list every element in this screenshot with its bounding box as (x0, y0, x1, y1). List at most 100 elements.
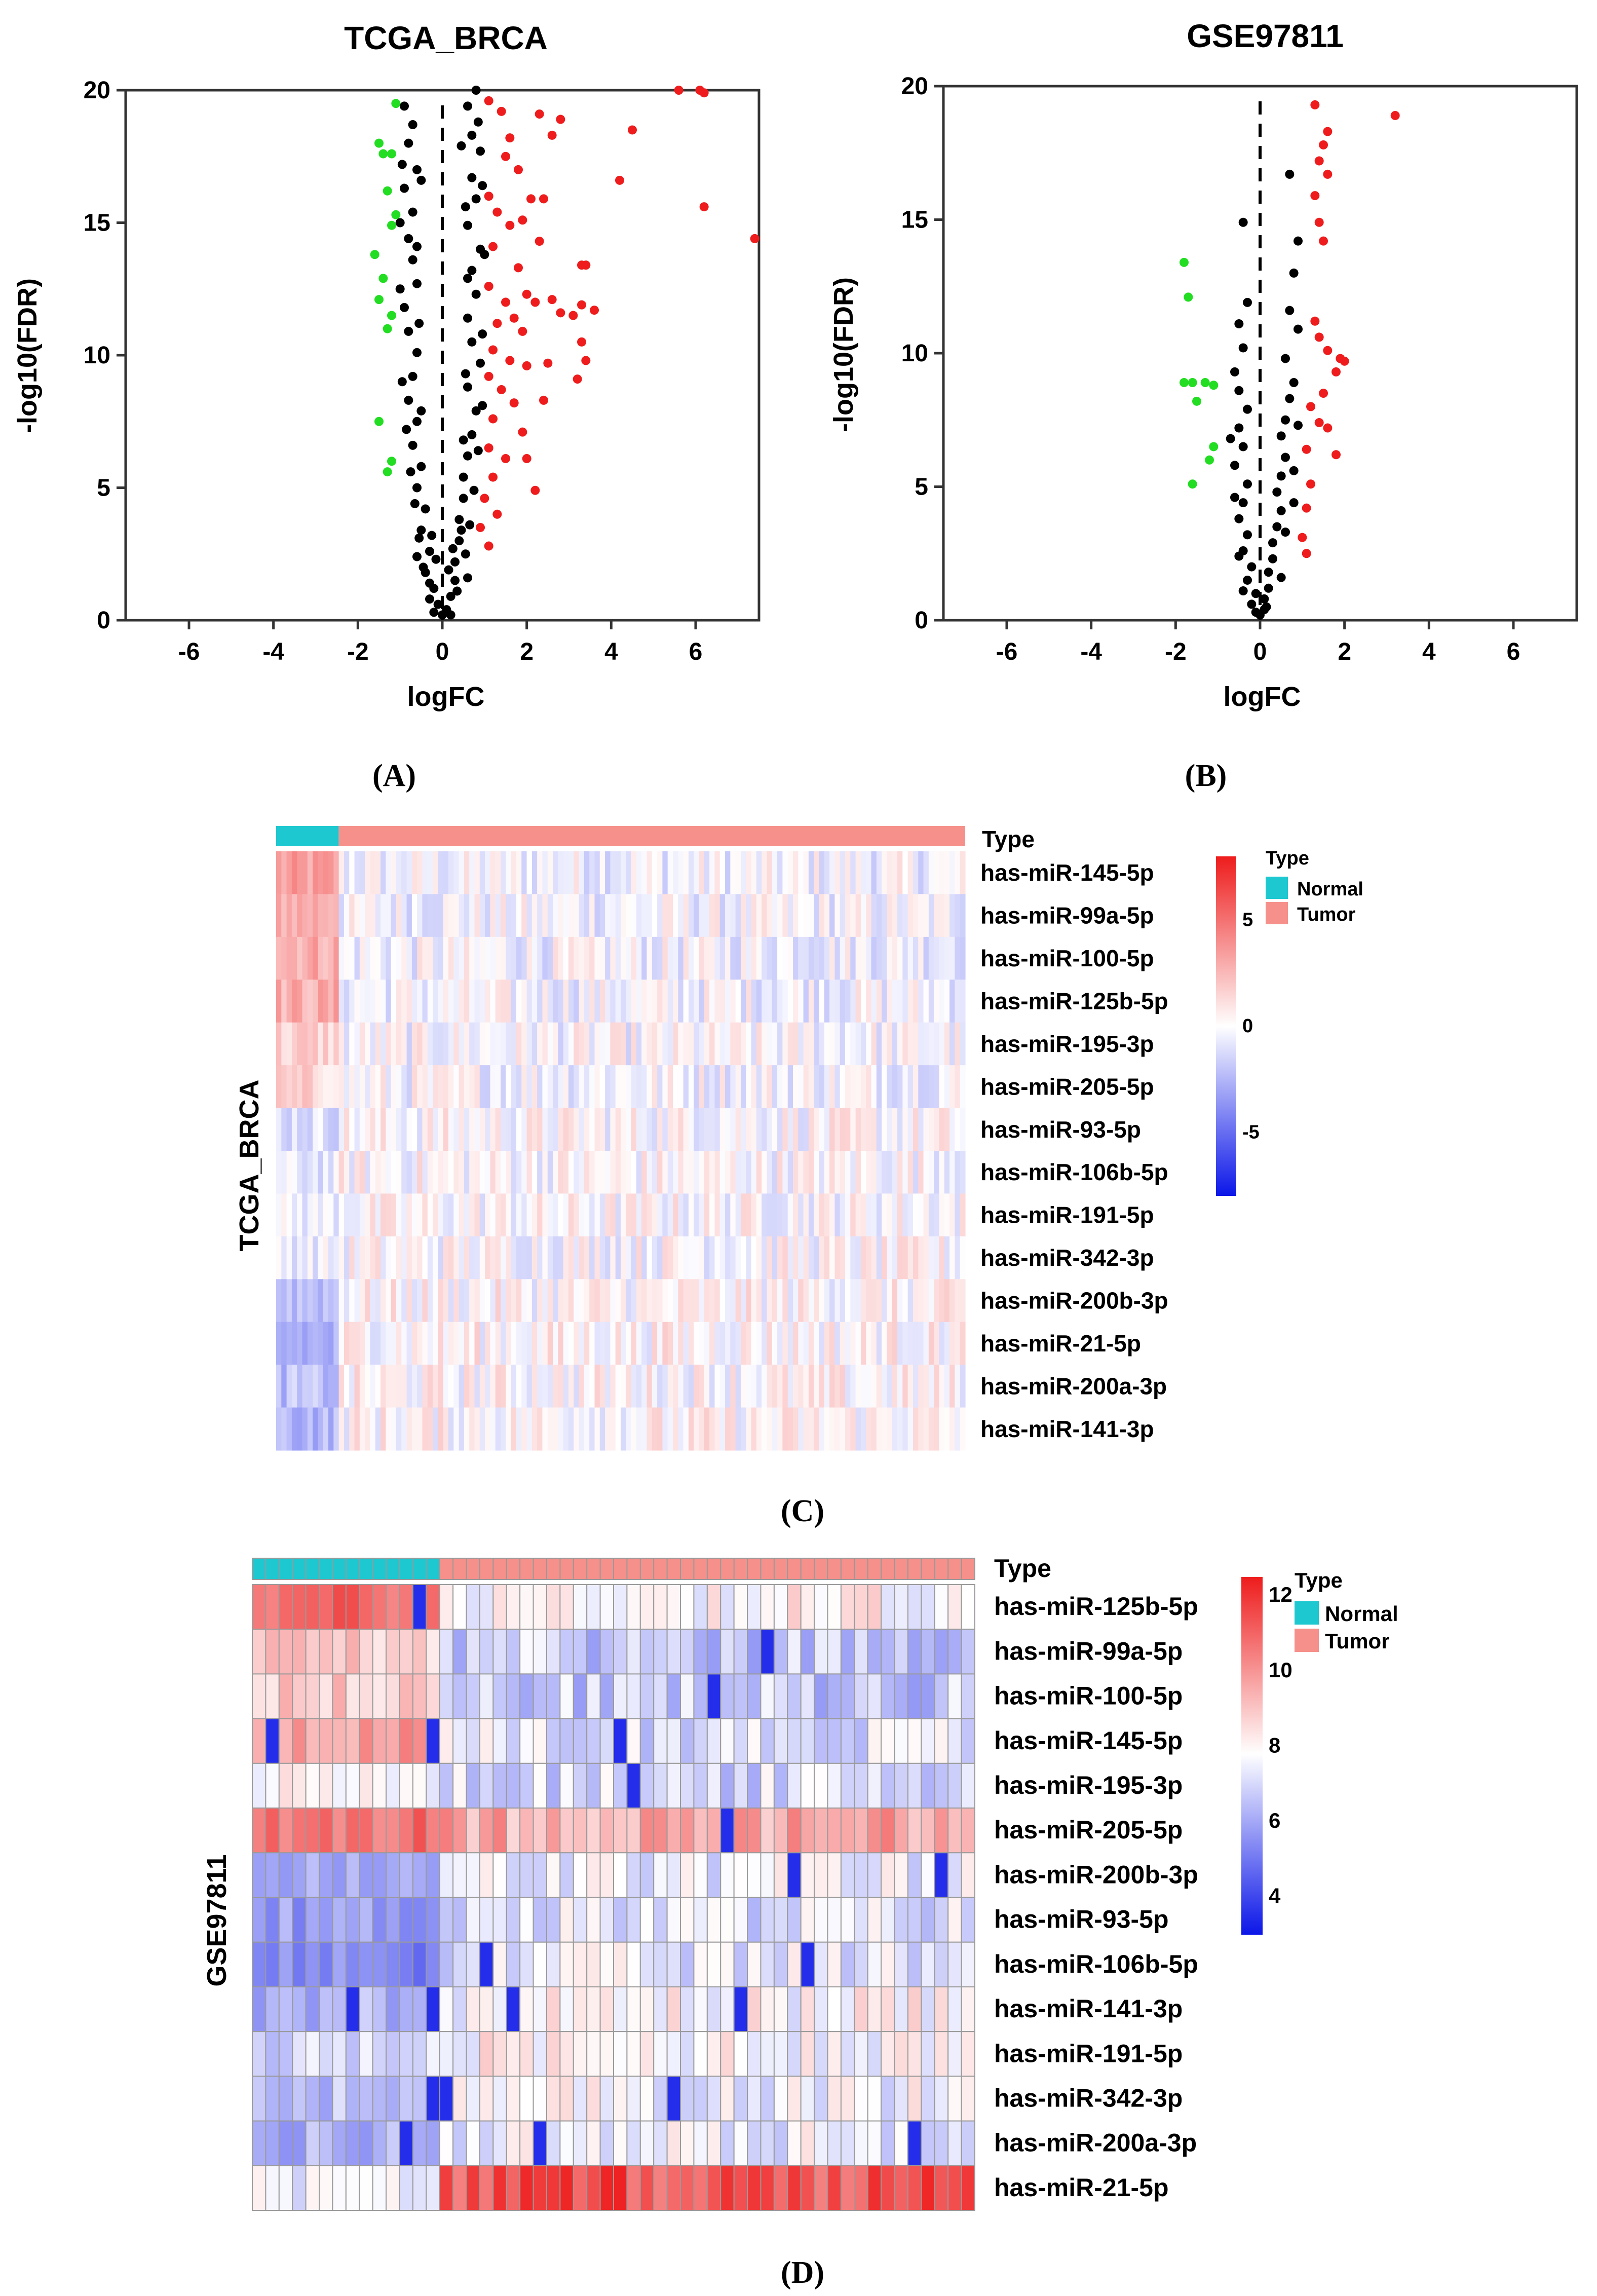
point-ns (1294, 236, 1303, 246)
heatmap-cell (800, 1897, 815, 1943)
xtick-label: 4 (604, 638, 618, 665)
heatmap-cell (599, 2165, 615, 2211)
heatmap-cell (834, 1407, 841, 1451)
heatmap-cell (291, 1065, 297, 1109)
heatmap-cell (375, 1407, 381, 1451)
heatmap-cell (313, 1193, 319, 1237)
heatmap-cell (725, 1407, 731, 1451)
heatmap-cell (808, 1022, 814, 1066)
heatmap-cell (479, 894, 485, 937)
heatmap-cell (827, 1986, 842, 2032)
heatmap-cell (866, 1236, 872, 1279)
heatmap-cell (934, 1852, 949, 1898)
heatmap-cell (850, 1193, 856, 1237)
heatmap-cell (751, 1022, 757, 1066)
heatmap-cell (866, 1193, 872, 1237)
heatmap-cell (610, 980, 616, 1023)
heatmap-cell (902, 1322, 908, 1365)
heatmap-cell (610, 1108, 616, 1151)
heatmap-cell (881, 2076, 895, 2122)
heatmap-cell (433, 851, 438, 895)
heatmap-cell (375, 1236, 381, 1279)
heatmap-cell (328, 851, 334, 895)
heatmap-cell (699, 1108, 705, 1151)
point-ns (459, 435, 468, 445)
heatmap-cell (960, 1365, 966, 1408)
heatmap-cell (459, 1279, 465, 1323)
heatmap-cell (399, 1941, 413, 1987)
heatmap-cell (793, 1407, 799, 1451)
heatmap-cell (579, 1365, 585, 1408)
heatmap-cell (955, 894, 961, 937)
heatmap-cell (657, 980, 663, 1023)
heatmap-cell (584, 1322, 590, 1365)
point-ns (463, 220, 472, 230)
point-ns (1276, 506, 1286, 515)
heatmap-cell (881, 1762, 895, 1809)
heatmap-cell (947, 1718, 962, 1764)
heatmap-cell (631, 1407, 637, 1451)
heatmap-cell (955, 1322, 961, 1365)
heatmap-cell (372, 2031, 387, 2077)
heatmap-cell (344, 1236, 350, 1279)
heatmap-cell (639, 2165, 655, 2211)
heatmap-cell (827, 1941, 842, 1987)
heatmap-cell (803, 980, 809, 1023)
heatmap-cell (479, 1808, 494, 1854)
heatmap-cell (399, 2120, 413, 2166)
heatmap-cell (344, 1022, 350, 1066)
heatmap-cell (719, 980, 726, 1023)
heatmap-cell (359, 1629, 373, 1675)
heatmap-cell (688, 851, 694, 895)
heatmap-cell (735, 1108, 741, 1151)
heatmap-cell (359, 1407, 365, 1451)
heatmap-cell (599, 1236, 605, 1279)
heatmap-cell (709, 1022, 715, 1066)
heatmap-cell (814, 2031, 828, 2077)
heatmap-cell (735, 1322, 741, 1365)
heatmap-cell (533, 1986, 547, 2032)
heatmap-cell (819, 1193, 825, 1237)
heatmap-cell (882, 851, 888, 895)
heatmap-cell (479, 936, 485, 980)
heatmap-cell (406, 1365, 412, 1408)
heatmap-cell (666, 2031, 681, 2077)
heatmap-cell (318, 1322, 324, 1365)
heatmap-d-ylabel: GSE97811 (202, 1854, 232, 1986)
heatmap-cell (699, 936, 705, 980)
heatmap-cell (354, 1108, 360, 1151)
heatmap-cell (773, 1584, 788, 1630)
heatmap-cell (412, 1986, 427, 2032)
heatmap-cell (252, 1897, 267, 1943)
heatmap-cell (949, 936, 955, 980)
heatmap-cell (934, 1986, 949, 2032)
heatmap-cell (876, 1322, 882, 1365)
heatmap-cell (338, 1407, 345, 1451)
heatmap-cell (854, 1762, 868, 1809)
heatmap-cell (386, 1584, 400, 1630)
heatmap-cell (490, 936, 496, 980)
heatmap-c: Type has-miR-145-5phas-miR-99a-5phas-miR… (234, 826, 1363, 1528)
heatmap-cell (647, 851, 653, 895)
heatmap-cell (546, 2120, 561, 2166)
heatmap-cell (291, 1407, 297, 1451)
heatmap-cell (621, 936, 626, 980)
heatmap-cell (516, 1193, 522, 1237)
heatmap-cell (693, 1584, 708, 1630)
heatmap-cell (302, 1065, 308, 1109)
heatmap-cell (531, 1407, 538, 1451)
heatmap-cell (907, 1629, 922, 1675)
heatmap-cell (492, 1852, 507, 1898)
heatmap-cell (265, 2165, 280, 2211)
heatmap-cell (386, 2076, 400, 2122)
heatmap-cell (725, 1236, 731, 1279)
heatmap-cell (934, 2120, 949, 2166)
point-up (1310, 100, 1320, 109)
heatmap-cell (928, 1365, 934, 1408)
heatmap-cell (553, 1365, 558, 1408)
heatmap-cell (760, 1629, 775, 1675)
heatmap-cell (546, 1718, 561, 1764)
heatmap-cell (855, 980, 861, 1023)
heatmap-cell (558, 1193, 564, 1237)
heatmap-cell (328, 894, 334, 937)
